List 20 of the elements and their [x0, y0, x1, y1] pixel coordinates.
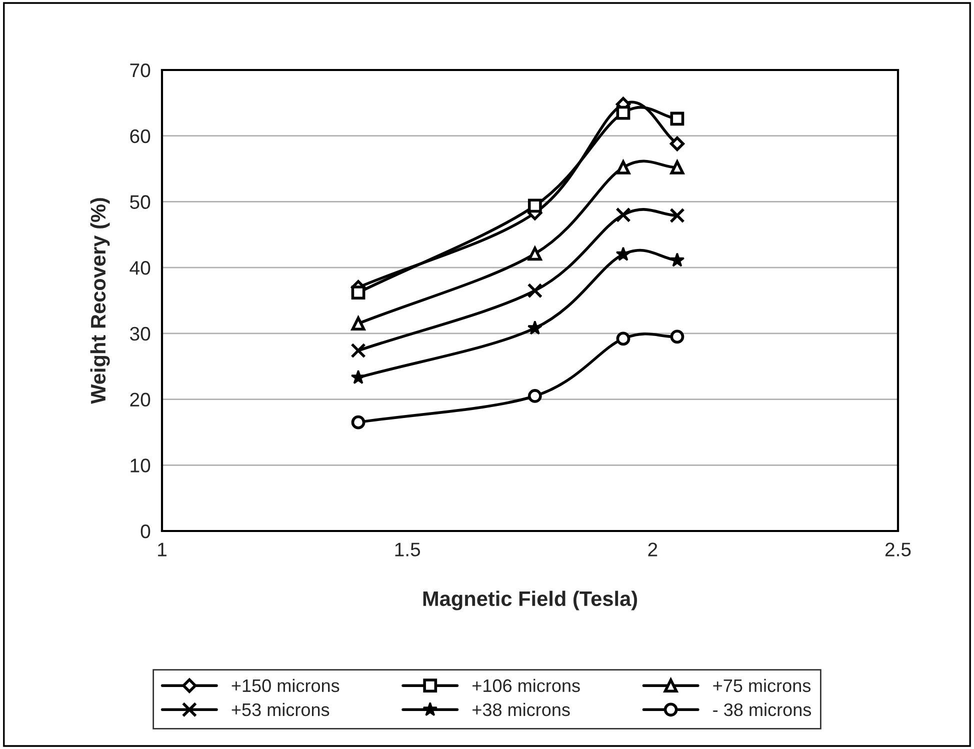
y-tick-label: 20	[130, 392, 150, 407]
legend-label: +106 microns	[472, 678, 580, 692]
y-axis-title: Weight Recovery (%)	[90, 198, 110, 404]
y-tick-label: 50	[130, 195, 150, 209]
y-tick-label: 70	[130, 63, 150, 78]
y-tick-label: 10	[130, 458, 150, 472]
y-tick-label: 30	[130, 326, 150, 341]
y-tick-label: 40	[130, 261, 150, 275]
y-tick-label: 0	[140, 524, 150, 538]
x-tick-label: 2.5	[885, 542, 911, 556]
y-tick-label: 60	[130, 129, 150, 144]
legend-label: +150 microns	[232, 678, 340, 692]
x-axis-title: Magnetic Field (Tesla)	[423, 590, 638, 610]
legend-label: - 38 microns	[713, 702, 812, 716]
legend-label: +53 microns	[232, 702, 330, 716]
x-tick-label: 2	[648, 542, 658, 556]
x-tick-label: 1.5	[395, 542, 420, 556]
x-tick-label: 1	[158, 542, 166, 556]
legend-label: +75 microns	[713, 678, 811, 692]
legend-label: +38 microns	[472, 702, 570, 716]
